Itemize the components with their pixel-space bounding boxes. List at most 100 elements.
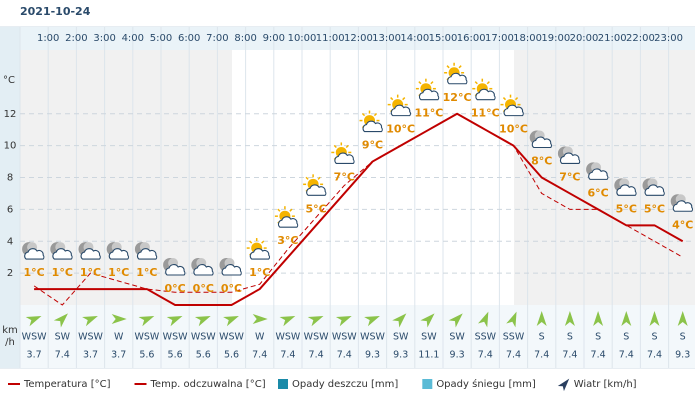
temp-label: 10°C — [499, 123, 528, 136]
hour-header — [0, 27, 695, 50]
sun-ray — [418, 81, 422, 85]
wind-speed: 7.4 — [478, 350, 493, 361]
wind-speed: 7.4 — [591, 350, 606, 361]
wind-direction: S — [651, 332, 657, 343]
x-tick-label: 18:00 — [513, 33, 542, 44]
wind-speed: 3.7 — [27, 350, 42, 361]
sun-ray — [474, 81, 478, 85]
wind-arrow — [138, 315, 155, 327]
x-tick-label: 9:00 — [263, 33, 285, 44]
weather-icon — [78, 242, 101, 260]
cloud — [616, 184, 637, 196]
x-tick-label: 10:00 — [288, 33, 317, 44]
cloud — [80, 248, 101, 260]
x-tick-label: 7:00 — [206, 33, 228, 44]
sun-ray — [446, 65, 450, 69]
legend-label: Temp. odczuwalna [°C] — [150, 379, 266, 390]
wind-direction: S — [680, 332, 686, 343]
wind-direction: WSW — [22, 332, 47, 343]
wind-speed: 3.7 — [111, 350, 126, 361]
wind-speed: 5.6 — [139, 350, 154, 361]
cloud — [362, 120, 383, 133]
cloud — [249, 248, 271, 260]
legend-label: Wiatr [km/h] — [574, 379, 637, 390]
x-tick-label: 22:00 — [626, 33, 655, 44]
legend-label: Opady śniegu [mm] — [436, 378, 536, 390]
weather-icon — [586, 162, 609, 180]
wind-direction: WSW — [134, 332, 159, 343]
x-tick-label: 23:00 — [654, 33, 683, 44]
sun-ray — [333, 144, 337, 149]
wind-arrow — [506, 311, 517, 328]
wind-arrow — [420, 313, 435, 328]
sun-ray — [289, 208, 293, 212]
wind-speed: 7.4 — [619, 350, 634, 361]
wind-direction: SSW — [503, 332, 525, 343]
wind-direction: WSW — [78, 332, 103, 343]
wind-direction: WSW — [275, 332, 300, 343]
wind-direction: S — [623, 332, 629, 343]
y-tick-label: 6 — [7, 204, 13, 215]
cloud — [531, 136, 553, 149]
sun-ray — [486, 81, 490, 85]
cloud — [193, 264, 214, 276]
cloud — [277, 216, 299, 228]
wind-unit: /h — [5, 337, 15, 348]
temp-label: 1°C — [23, 266, 44, 279]
wind-speed: 5.6 — [168, 350, 183, 361]
weather-icon — [415, 78, 440, 101]
temp-label: 7°C — [559, 170, 580, 183]
temp-label: 0°C — [193, 282, 214, 295]
wind-direction: W — [114, 332, 124, 343]
wind-direction: WSW — [332, 332, 357, 343]
wind-direction: WSW — [360, 332, 385, 343]
weather-icon — [670, 194, 694, 212]
wind-arrow — [25, 315, 42, 327]
x-tick-label: 17:00 — [485, 33, 514, 44]
wind-direction: SSW — [475, 332, 497, 343]
cloud — [588, 168, 609, 180]
cloud — [24, 248, 45, 260]
x-tick-label: 11:00 — [316, 33, 345, 44]
temp-label: 8°C — [531, 155, 552, 168]
x-tick-label: 8:00 — [234, 33, 256, 44]
wind-direction: W — [255, 332, 265, 343]
wind-speed: 9.3 — [393, 350, 408, 361]
weather-icon — [134, 242, 158, 260]
weather-icon — [246, 238, 271, 260]
weather-icon — [359, 110, 383, 133]
y-tick-label: 2 — [7, 268, 13, 279]
cloud — [447, 72, 468, 85]
wind-direction: S — [595, 332, 601, 343]
temp-label: 6°C — [587, 186, 608, 199]
x-tick-label: 16:00 — [457, 33, 486, 44]
sun-ray — [249, 240, 253, 244]
weather-icon — [22, 242, 45, 260]
y-tick-label: 12 — [4, 109, 17, 120]
temp-label: 1°C — [249, 266, 270, 279]
wind-speed: 7.4 — [562, 350, 577, 361]
weather-icon — [50, 242, 73, 260]
sun-ray — [261, 240, 265, 244]
cloud — [52, 248, 73, 260]
x-tick-label: 14:00 — [400, 33, 429, 44]
wind-arrow — [448, 313, 463, 328]
wind-arrow — [335, 315, 352, 327]
weather-icon — [529, 130, 553, 149]
x-tick-label: 13:00 — [372, 33, 401, 44]
cloud — [672, 200, 694, 212]
x-tick-label: 4:00 — [122, 33, 144, 44]
sun-ray — [502, 97, 507, 101]
weather-icon — [500, 94, 524, 117]
temp-label: 12°C — [443, 91, 472, 104]
temp-label: 9°C — [362, 139, 383, 152]
cloud — [334, 152, 355, 164]
temp-label: 3°C — [277, 234, 298, 247]
wind-arrow — [307, 315, 324, 327]
x-tick-label: 12:00 — [344, 33, 373, 44]
wind-arrow — [564, 311, 575, 326]
wind-arrow — [223, 315, 239, 327]
wind-direction: SW — [55, 332, 71, 343]
wind-unit: km — [2, 325, 18, 336]
x-tick-label: 3:00 — [93, 33, 115, 44]
